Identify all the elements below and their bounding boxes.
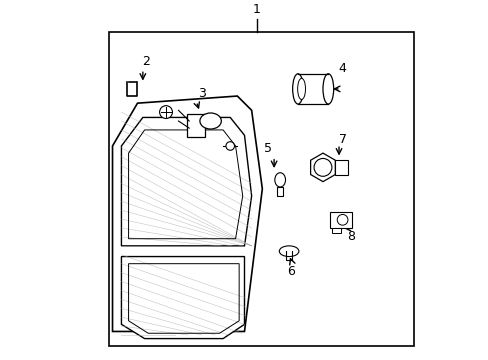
Text: 1: 1 (252, 3, 261, 16)
Polygon shape (112, 96, 262, 332)
Bar (277, 187, 283, 196)
Circle shape (159, 106, 172, 118)
Text: 2: 2 (142, 54, 150, 68)
Polygon shape (121, 257, 244, 339)
Circle shape (313, 158, 331, 176)
Text: 8: 8 (347, 230, 355, 243)
Polygon shape (121, 117, 251, 246)
Text: 7: 7 (338, 133, 346, 146)
Bar (329, 212, 351, 228)
Ellipse shape (200, 113, 221, 129)
Circle shape (337, 215, 347, 225)
Ellipse shape (279, 246, 298, 257)
Text: 4: 4 (338, 62, 346, 75)
Text: 3: 3 (197, 87, 205, 100)
Circle shape (225, 142, 234, 150)
Text: 6: 6 (286, 265, 294, 279)
Bar (109, 32, 413, 346)
Polygon shape (335, 159, 347, 175)
Polygon shape (310, 153, 335, 182)
Ellipse shape (297, 78, 305, 99)
Ellipse shape (274, 173, 285, 187)
Bar (331, 228, 340, 233)
Text: 5: 5 (263, 142, 271, 155)
Ellipse shape (292, 74, 303, 104)
Bar (187, 114, 205, 137)
Ellipse shape (322, 74, 333, 104)
